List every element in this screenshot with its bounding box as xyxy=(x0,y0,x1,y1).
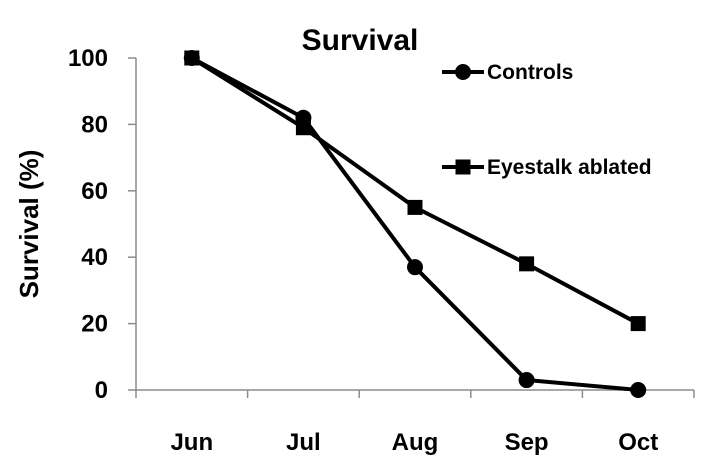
x-tick-label: Jun xyxy=(170,429,213,456)
y-axis-label: Survival (%) xyxy=(14,150,44,299)
data-point-circle xyxy=(630,382,647,398)
data-point-square xyxy=(184,50,200,66)
axes: 0 20 40 60 80 100 Jun Jul Aug Sep Oct xyxy=(68,45,695,456)
legend: Controls Eyestalk ablated xyxy=(442,61,652,179)
legend-marker-square xyxy=(455,159,471,175)
x-tick-label: Sep xyxy=(505,429,549,456)
y-tick-label: 80 xyxy=(81,111,108,138)
data-point-square xyxy=(519,256,535,272)
x-tick-label: Oct xyxy=(618,429,658,456)
data-point-square xyxy=(407,199,423,215)
legend-label: Eyestalk ablated xyxy=(487,156,652,179)
legend-item: Eyestalk ablated xyxy=(442,156,652,179)
series-eyestalk-ablated xyxy=(184,50,646,332)
y-tick-label: 60 xyxy=(81,178,108,205)
series-controls xyxy=(183,50,647,398)
legend-item: Controls xyxy=(442,61,573,84)
legend-marker-circle xyxy=(455,64,471,80)
series-line xyxy=(190,56,640,326)
data-point-square xyxy=(295,120,311,136)
data-point-square xyxy=(630,316,646,332)
y-tick-label: 40 xyxy=(81,244,108,271)
series-layer xyxy=(183,50,647,398)
y-tick-label: 0 xyxy=(95,377,108,404)
x-tick-label: Jul xyxy=(286,429,321,456)
data-point-circle xyxy=(407,259,423,276)
chart-title: Survival xyxy=(302,24,419,57)
legend-label: Controls xyxy=(487,61,573,84)
y-tick-label: 100 xyxy=(68,45,108,72)
x-tick-label: Aug xyxy=(392,429,439,456)
data-point-circle xyxy=(518,372,535,389)
y-tick-label: 20 xyxy=(81,311,108,338)
series-line xyxy=(190,56,639,392)
